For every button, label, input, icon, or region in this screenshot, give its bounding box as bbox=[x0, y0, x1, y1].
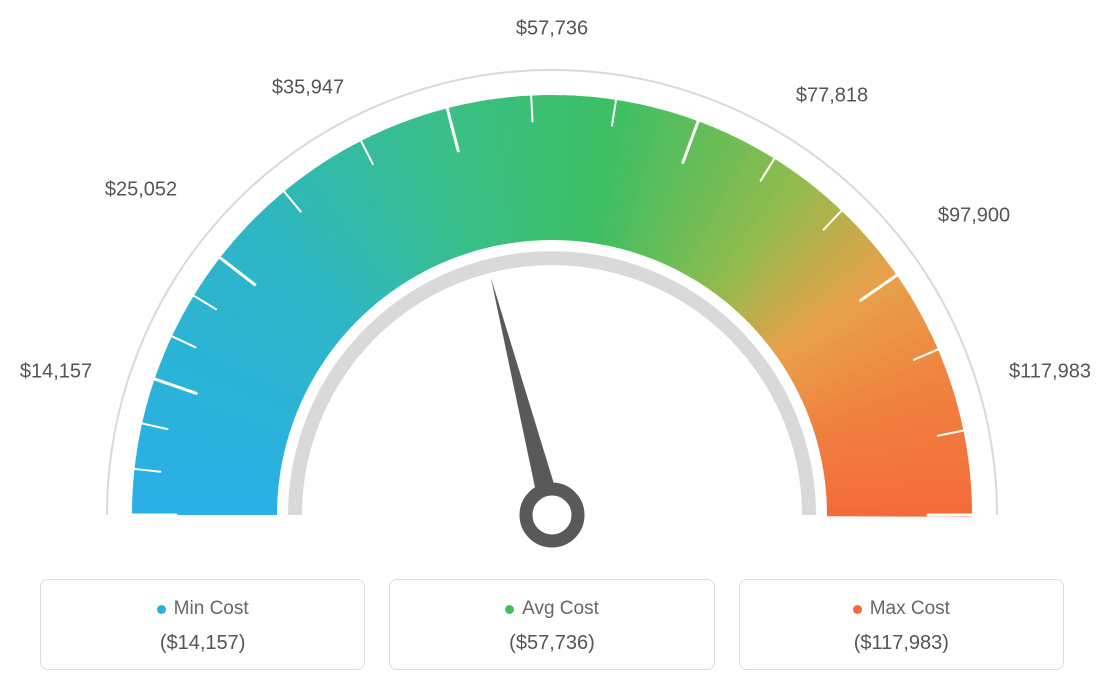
min-cost-label: Min Cost bbox=[174, 598, 249, 620]
gauge-svg bbox=[0, 0, 1104, 560]
gauge-tick-label: $35,947 bbox=[272, 77, 344, 100]
min-cost-title: Min Cost bbox=[157, 598, 249, 620]
gauge-tick-label: $57,736 bbox=[516, 18, 588, 41]
avg-cost-card: Avg Cost ($57,736) bbox=[389, 579, 714, 670]
gauge-tick-label: $14,157 bbox=[20, 361, 92, 384]
avg-dot-icon bbox=[505, 605, 514, 614]
gauge-tick-label: $97,900 bbox=[938, 205, 1010, 228]
min-cost-card: Min Cost ($14,157) bbox=[40, 579, 365, 670]
max-cost-value: ($117,983) bbox=[752, 632, 1051, 655]
max-cost-card: Max Cost ($117,983) bbox=[739, 579, 1064, 670]
max-cost-label: Max Cost bbox=[870, 598, 950, 620]
gauge-tick-label: $25,052 bbox=[105, 179, 177, 202]
max-cost-title: Max Cost bbox=[853, 598, 950, 620]
summary-cards: Min Cost ($14,157) Avg Cost ($57,736) Ma… bbox=[40, 579, 1064, 670]
gauge-chart: $14,157 $25,052 $35,947 $57,736 $77,818 $97,9… bbox=[0, 0, 1104, 560]
gauge-tick-label: $77,818 bbox=[796, 85, 868, 108]
min-dot-icon bbox=[157, 605, 166, 614]
max-dot-icon bbox=[853, 605, 862, 614]
gauge-tick-label: $117,983 bbox=[1009, 361, 1091, 384]
avg-cost-title: Avg Cost bbox=[505, 598, 599, 620]
avg-cost-value: ($57,736) bbox=[402, 632, 701, 655]
min-cost-value: ($14,157) bbox=[53, 632, 352, 655]
avg-cost-label: Avg Cost bbox=[522, 598, 599, 620]
